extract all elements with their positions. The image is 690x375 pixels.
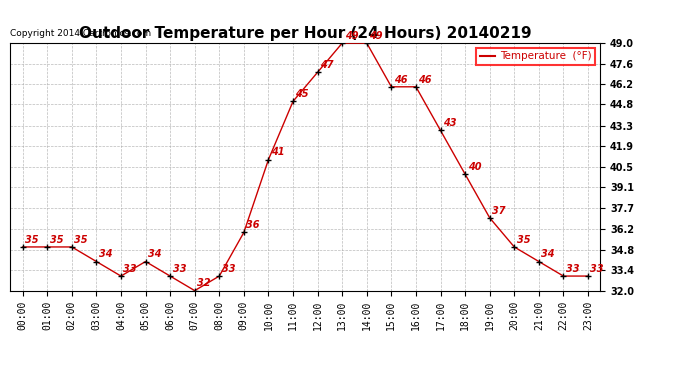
Text: 37: 37: [492, 206, 506, 216]
Text: 33: 33: [566, 264, 580, 274]
Title: Outdoor Temperature per Hour (24 Hours) 20140219: Outdoor Temperature per Hour (24 Hours) …: [79, 26, 531, 40]
Text: 46: 46: [418, 75, 432, 85]
Text: 47: 47: [320, 60, 333, 70]
Text: 33: 33: [124, 264, 137, 274]
Text: 34: 34: [541, 249, 555, 259]
Text: 34: 34: [99, 249, 112, 259]
Text: Copyright 2014 Cartronics.com: Copyright 2014 Cartronics.com: [10, 29, 152, 38]
Text: 46: 46: [394, 75, 407, 85]
Text: 45: 45: [295, 89, 309, 99]
Text: 40: 40: [468, 162, 481, 172]
Text: 32: 32: [197, 279, 210, 288]
Text: 33: 33: [221, 264, 235, 274]
Text: 49: 49: [369, 31, 383, 41]
Text: 35: 35: [75, 235, 88, 245]
Text: 34: 34: [148, 249, 161, 259]
Text: 35: 35: [50, 235, 63, 245]
Text: 43: 43: [443, 118, 457, 128]
Text: 35: 35: [25, 235, 39, 245]
Legend: Temperature  (°F): Temperature (°F): [476, 48, 595, 64]
Text: 36: 36: [246, 220, 260, 230]
Text: 35: 35: [517, 235, 530, 245]
Text: 49: 49: [344, 31, 358, 41]
Text: 41: 41: [271, 147, 284, 158]
Text: 33: 33: [591, 264, 604, 274]
Text: 33: 33: [172, 264, 186, 274]
